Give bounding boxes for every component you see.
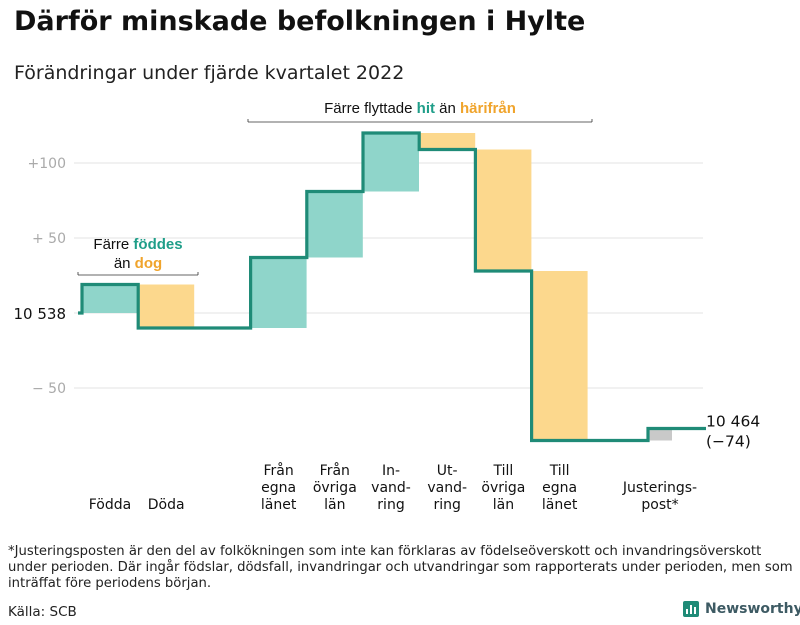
y-tick-label: − 50	[32, 381, 66, 397]
waterfall-chart: +100 + 50 − 50 10 538 10 464 (−74) Födda Döda Fr…	[14, 100, 761, 513]
annotation-span: än	[114, 255, 135, 272]
category-label: Justerings-	[622, 480, 697, 496]
category-label: Ut-	[437, 463, 458, 479]
category-label: Födda	[89, 497, 131, 513]
annotation-span: härifrån	[460, 100, 516, 117]
y-tick-label: + 50	[32, 231, 66, 247]
bar	[138, 284, 195, 328]
category-label: Till	[549, 463, 570, 479]
category-label: egna	[261, 480, 296, 496]
annotation-span: Färre flyttade	[324, 100, 417, 117]
category-label: vand-	[427, 480, 467, 496]
annotation-span: dog	[135, 255, 163, 272]
bar	[306, 191, 363, 258]
category-label: vand-	[371, 480, 411, 496]
annotation-span: föddes	[133, 236, 182, 253]
annotation-migration: Färre flyttade hit än härifrån	[324, 100, 516, 117]
category-label: ring	[433, 497, 460, 513]
category-label: övriga	[313, 480, 357, 496]
category-label: post*	[641, 497, 678, 513]
category-label: länet	[261, 497, 297, 513]
bar	[82, 284, 138, 313]
annotation-span: än	[435, 100, 460, 117]
bar	[363, 133, 419, 192]
category-label: ring	[377, 497, 404, 513]
footnote: *Justeringsposten är den del av folkökni…	[8, 544, 793, 591]
annotation-deaths: än dog	[114, 255, 162, 272]
start-value-label: 10 538	[14, 305, 67, 323]
y-tick-label: +100	[28, 156, 66, 172]
annotation-span: Färre	[93, 236, 133, 253]
brand-logo: Newsworthy	[683, 601, 800, 617]
category-label: Från	[263, 462, 293, 479]
category-label: In-	[382, 463, 400, 479]
chart-title: Därför minskade befolkningen i Hylte	[14, 6, 586, 37]
source: Källa: SCB	[8, 604, 77, 620]
annotation-births: Färre föddes	[93, 236, 182, 253]
category-label: egna	[542, 480, 577, 496]
bar	[475, 149, 532, 271]
end-value-label: 10 464	[706, 413, 760, 431]
brand-name: Newsworthy	[705, 601, 800, 617]
end-change-label: (−74)	[706, 433, 751, 451]
category-label: län	[324, 497, 345, 513]
category-label: Döda	[148, 497, 185, 513]
bar	[531, 271, 588, 441]
bar	[419, 133, 476, 150]
category-label: övriga	[481, 480, 525, 496]
category-label: Till	[493, 463, 514, 479]
chart-subtitle: Förändringar under fjärde kvartalet 2022	[14, 62, 405, 84]
annotation-span: hit	[417, 100, 435, 117]
category-label: länet	[542, 497, 578, 513]
cumulative-line	[78, 131, 706, 443]
bar	[250, 257, 307, 328]
bar	[648, 428, 672, 441]
category-label: län	[493, 497, 514, 513]
bar-chart-icon	[683, 601, 699, 617]
category-label: Från	[320, 462, 350, 479]
